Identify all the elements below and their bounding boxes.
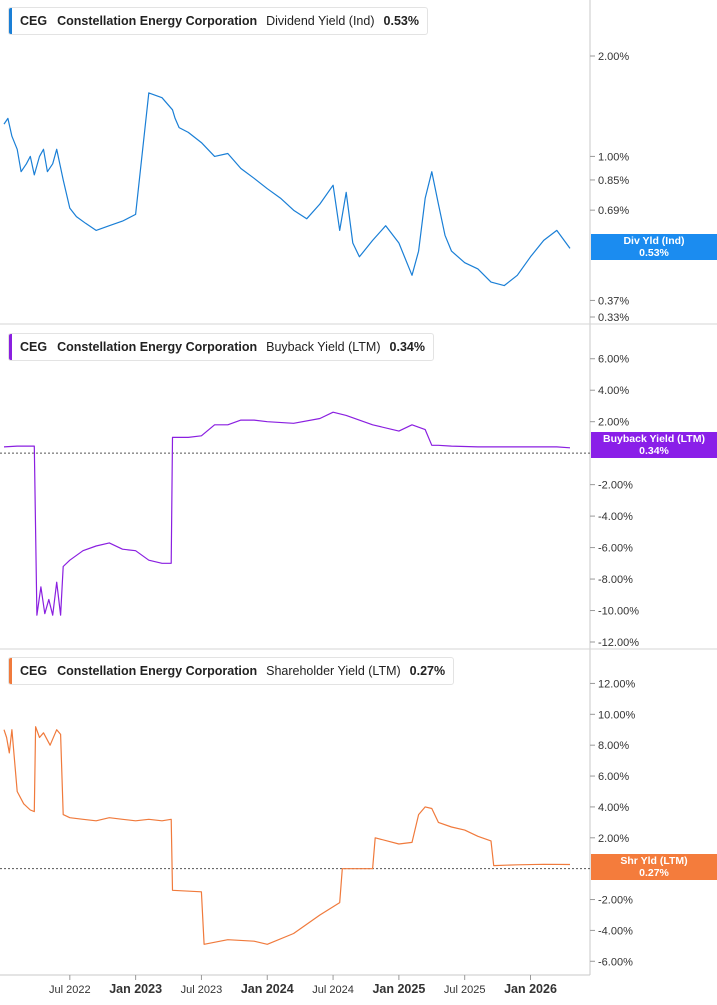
panel-1: 6.00% 4.00% 2.00% -2.00% -4.00% -6.00% -8.00% -… <box>0 354 639 649</box>
legend-metric: Dividend Yield (Ind) <box>266 14 375 28</box>
y-tick-label: 0.85% <box>598 175 629 187</box>
y-tick-label: -2.00% <box>598 480 633 492</box>
legend-swatch <box>9 8 12 34</box>
y-tick-label: 12.00% <box>598 678 636 690</box>
y-tick-label: -4.00% <box>598 511 633 523</box>
y-tick-label: 2.00% <box>598 417 629 429</box>
y-tick-label: -6.00% <box>598 956 633 968</box>
legend-dividend-yield[interactable]: CEG Constellation Energy Corporation Div… <box>8 7 428 35</box>
series-line <box>3 411 571 616</box>
legend-swatch <box>9 658 12 684</box>
y-tick-label: 1.00% <box>598 151 629 163</box>
x-tick-label: Jul 2023 <box>181 984 223 996</box>
legend-metric: Shareholder Yield (LTM) <box>266 664 401 678</box>
value-badge-dividend: Div Yld (Ind) 0.53% <box>591 234 717 260</box>
series-line <box>3 92 571 287</box>
y-tick-label: 4.00% <box>598 385 629 397</box>
badge-value: 0.27% <box>639 867 669 879</box>
legend-company: Constellation Energy Corporation <box>57 14 258 28</box>
legend-buyback-yield[interactable]: CEG Constellation Energy Corporation Buy… <box>8 333 434 361</box>
x-tick-label: Jul 2024 <box>312 984 354 996</box>
y-tick-label: 0.69% <box>598 205 629 217</box>
x-tick-label: Jan 2023 <box>109 982 162 996</box>
y-tick-label: 2.00% <box>598 51 629 63</box>
y-tick-label: 2.00% <box>598 833 629 845</box>
x-tick-label: Jul 2025 <box>444 984 486 996</box>
y-tick-label: 4.00% <box>598 802 629 814</box>
badge-label: Shr Yld (LTM) <box>620 855 688 867</box>
legend-shareholder-yield[interactable]: CEG Constellation Energy Corporation Sha… <box>8 657 455 685</box>
y-tick-label: -4.00% <box>598 925 633 937</box>
legend-ticker: CEG <box>20 340 48 354</box>
legend-metric: Buyback Yield (LTM) <box>266 340 381 354</box>
badge-value: 0.53% <box>639 247 669 259</box>
y-tick-label: -6.00% <box>598 543 633 555</box>
y-tick-label: -2.00% <box>598 895 633 907</box>
legend-ticker: CEG <box>20 14 48 28</box>
value-badge-buyback: Buyback Yield (LTM) 0.34% <box>591 432 717 458</box>
y-tick-label: 8.00% <box>598 740 629 752</box>
x-tick-label: Jan 2025 <box>372 982 425 996</box>
x-tick-label: Jul 2022 <box>49 984 91 996</box>
legend-company: Constellation Energy Corporation <box>57 340 258 354</box>
badge-label: Div Yld (Ind) <box>623 235 685 247</box>
legend-swatch <box>9 334 12 360</box>
legend-company: Constellation Energy Corporation <box>57 664 258 678</box>
y-tick-label: 6.00% <box>598 354 629 366</box>
badge-value: 0.34% <box>639 445 669 457</box>
x-tick-label: Jan 2024 <box>241 982 294 996</box>
y-tick-label: 10.00% <box>598 709 636 721</box>
y-tick-label: 0.33% <box>598 312 629 324</box>
y-tick-label: 6.00% <box>598 771 629 783</box>
y-tick-label: -10.00% <box>598 606 639 618</box>
legend-ticker: CEG <box>20 664 48 678</box>
y-tick-label: -8.00% <box>598 574 633 586</box>
legend-value: 0.27% <box>409 664 446 678</box>
x-tick-label: Jan 2026 <box>504 982 557 996</box>
y-tick-label: -12.00% <box>598 637 639 649</box>
series-line <box>3 726 571 945</box>
panel-0: 2.00% 1.00% 0.85% 0.69% 0.37% 0.33% <box>3 51 629 324</box>
badge-label: Buyback Yield (LTM) <box>603 433 705 445</box>
value-badge-shareholder: Shr Yld (LTM) 0.27% <box>591 854 717 880</box>
y-tick-label: 0.37% <box>598 295 629 307</box>
legend-value: 0.34% <box>389 340 425 354</box>
legend-value: 0.53% <box>383 14 419 28</box>
panel-2: 12.00% 10.00% 8.00% 6.00% 4.00% 2.00% -2.00% -4… <box>0 678 636 968</box>
